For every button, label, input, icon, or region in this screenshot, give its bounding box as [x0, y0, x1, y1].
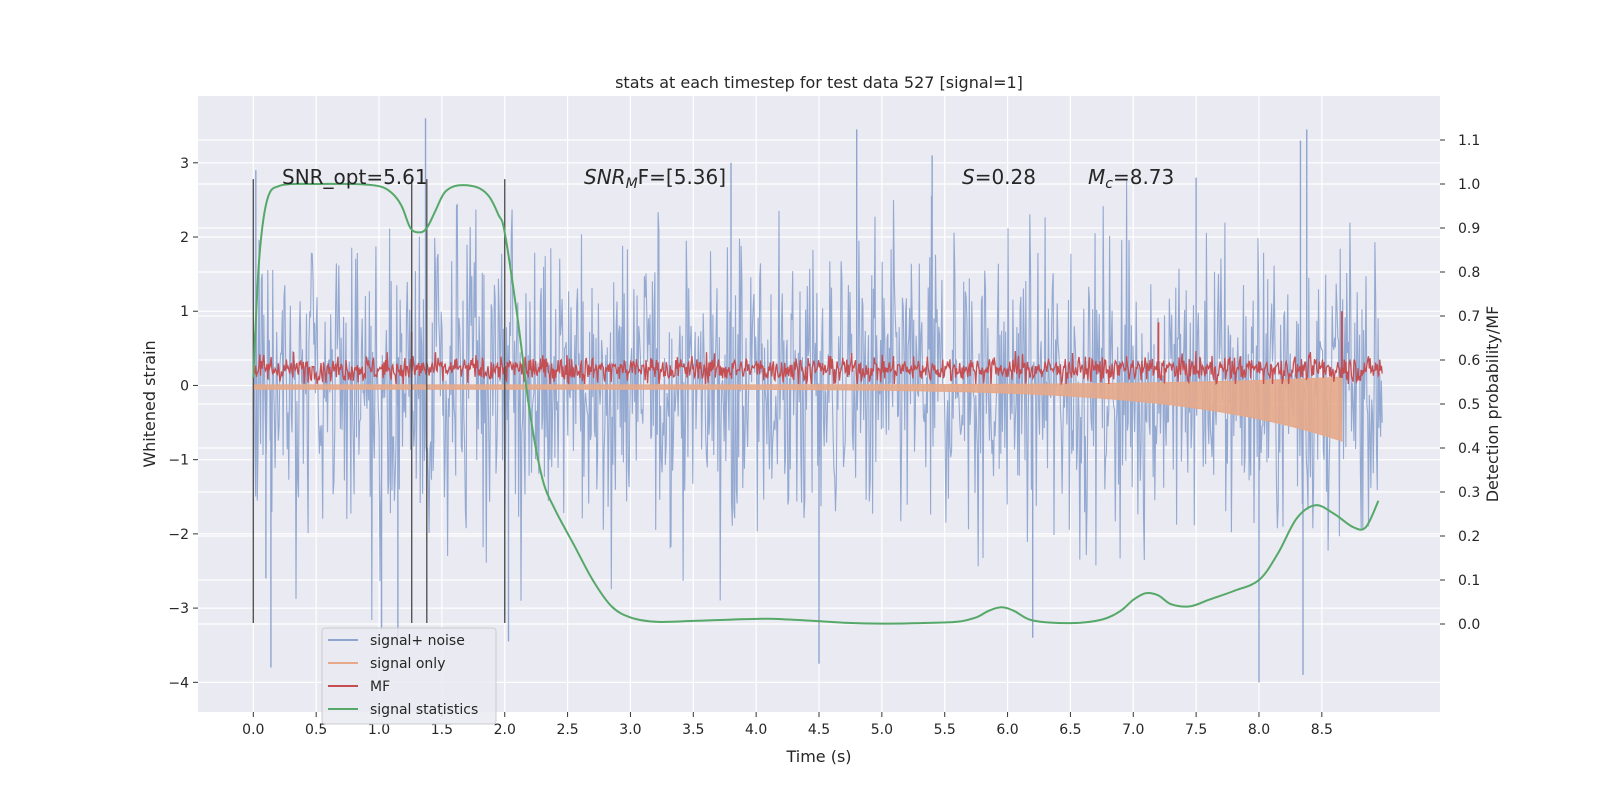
y2-tick-label: 0.9 — [1458, 221, 1480, 237]
x-tick-label: 1.5 — [431, 722, 453, 738]
annotation-s: S=0.28 — [962, 165, 1036, 189]
series-signal-only — [252, 376, 1343, 442]
y2-tick-label: 0.2 — [1458, 529, 1480, 545]
y2-axis-label: Detection probability/MF — [1483, 306, 1502, 503]
y-axis-label: Whitened strain — [140, 340, 159, 467]
x-tick-label: 4.0 — [745, 722, 767, 738]
x-tick-label: 2.5 — [556, 722, 578, 738]
y-tick-label: 0 — [180, 378, 189, 394]
y2-tick-label: 0.3 — [1458, 485, 1480, 501]
x-tick-label: 2.0 — [494, 722, 516, 738]
x-tick-label: 6.0 — [996, 722, 1018, 738]
x-tick-label: 0.5 — [305, 722, 327, 738]
y2-tick-label: 0.5 — [1458, 397, 1480, 413]
legend-label-signal-noise: signal+ noise — [370, 633, 465, 649]
annotation-snr-mf: SNRMF=[5.36] — [584, 165, 726, 192]
x-tick-label: 3.5 — [682, 722, 704, 738]
y2-tick-label: 0.8 — [1458, 265, 1480, 281]
y-tick-label: 2 — [180, 230, 189, 246]
legend-box — [321, 627, 497, 725]
y2-tick-label: 0.0 — [1458, 617, 1480, 633]
signal-only-envelope — [252, 376, 1343, 442]
series-signal-noise — [252, 118, 1383, 683]
x-tick-label: 1.0 — [368, 722, 390, 738]
x-tick-label: 5.0 — [871, 722, 893, 738]
y2-tick-label: 0.7 — [1458, 309, 1480, 325]
vertical-markers — [252, 179, 506, 623]
x-tick-label: 7.0 — [1122, 722, 1144, 738]
mf-line — [252, 350, 1383, 386]
y-tick-label: −4 — [168, 675, 189, 691]
signal-statistics-line — [252, 182, 1380, 625]
x-axis-label: Time (s) — [785, 747, 851, 766]
legend-label-mf: MF — [370, 679, 390, 695]
axis-ticks: 0.0 0.5 1.0 1.5 2.0 2.5 3.0 3.5 4.0 4.5 5.0 5.5 6.0 6… — [168, 133, 1480, 738]
y-tick-label: −1 — [168, 453, 189, 469]
x-tick-label: 0.0 — [242, 722, 264, 738]
y-tick-label: −2 — [168, 527, 189, 543]
x-tick-label: 5.5 — [934, 722, 956, 738]
chart-title: stats at each timestep for test data 527… — [615, 73, 1023, 92]
x-tick-label: 7.5 — [1185, 722, 1207, 738]
annotation-snr-opt: SNR_opt=5.61 — [282, 165, 428, 189]
y2-tick-label: 1.0 — [1458, 177, 1480, 193]
x-tick-label: 8.0 — [1248, 722, 1270, 738]
x-tick-label: 8.5 — [1311, 722, 1333, 738]
x-tick-label: 6.5 — [1059, 722, 1081, 738]
y2-tick-label: 0.4 — [1458, 441, 1480, 457]
y-tick-label: 3 — [180, 156, 189, 172]
y2-tick-label: 0.6 — [1458, 353, 1480, 369]
series-signal-statistics — [252, 182, 1380, 625]
legend-label-signal-only: signal only — [370, 656, 445, 672]
y2-tick-label: 0.1 — [1458, 573, 1480, 589]
y-tick-label: 1 — [180, 304, 189, 320]
legend: signal+ noise signal only MF signal stat… — [321, 627, 497, 725]
legend-label-signal-statistics: signal statistics — [370, 702, 478, 718]
annotation-mc: Mc=8.73 — [1088, 165, 1174, 192]
y2-tick-label: 1.1 — [1458, 133, 1480, 149]
signal-noise-line — [252, 178, 1383, 621]
x-tick-label: 3.0 — [619, 722, 641, 738]
y-tick-label: −3 — [168, 601, 189, 617]
x-tick-label: 4.5 — [808, 722, 830, 738]
